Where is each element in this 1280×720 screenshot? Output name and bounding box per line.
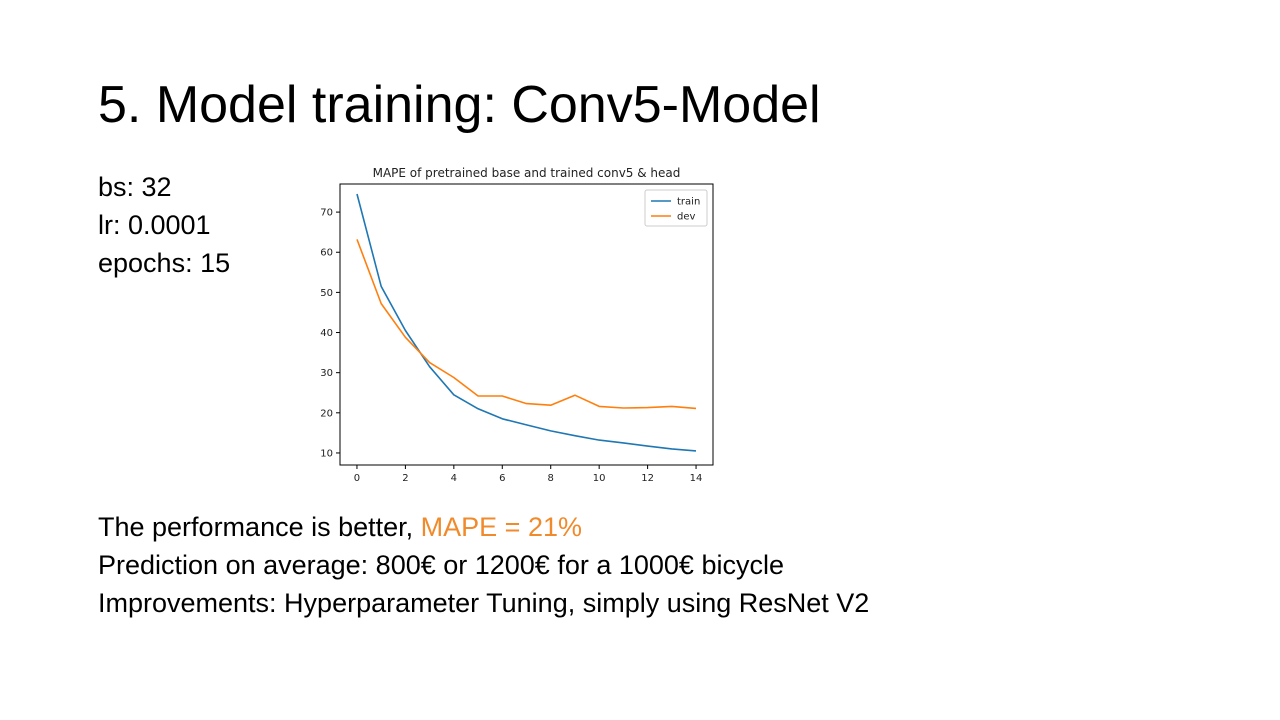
training-params: bs: 32 lr: 0.0001 epochs: 15: [98, 168, 230, 282]
x-tick-label: 14: [690, 473, 703, 484]
mape-line-chart: MAPE of pretrained base and trained conv…: [320, 166, 714, 484]
conclusions: The performance is better, MAPE = 21% Pr…: [98, 508, 869, 622]
legend-label-train: train: [677, 197, 700, 208]
y-tick-label: 60: [320, 248, 333, 259]
performance-line: The performance is better, MAPE = 21%: [98, 508, 869, 546]
improvements-line: Improvements: Hyperparameter Tuning, sim…: [98, 588, 870, 618]
x-tick-label: 8: [548, 473, 554, 484]
param-learning-rate: lr: 0.0001: [98, 210, 211, 240]
y-tick-label: 20: [320, 408, 333, 419]
y-tick-label: 10: [320, 448, 333, 459]
x-tick-label: 12: [641, 473, 654, 484]
series-line-train: [356, 193, 697, 452]
mape-result: MAPE = 21%: [420, 512, 582, 542]
x-tick-label: 0: [354, 473, 360, 484]
slide-title: 5. Model training: Conv5-Model: [98, 76, 821, 134]
performance-text: The performance is better,: [98, 512, 421, 542]
x-tick-label: 2: [402, 473, 408, 484]
legend-box: [644, 189, 708, 227]
y-tick-label: 30: [320, 368, 333, 379]
x-tick-label: 4: [451, 473, 457, 484]
chart-title: MAPE of pretrained base and trained conv…: [373, 166, 681, 180]
y-tick-label: 50: [320, 288, 333, 299]
legend-label-dev: dev: [677, 212, 696, 223]
plot-frame: [339, 183, 714, 466]
x-tick-label: 6: [499, 473, 505, 484]
y-tick-label: 40: [320, 328, 333, 339]
y-tick-label: 70: [320, 208, 333, 219]
x-tick-label: 10: [593, 473, 606, 484]
param-epochs: epochs: 15: [98, 248, 231, 278]
series-line-dev: [356, 239, 697, 410]
prediction-line: Prediction on average: 800€ or 1200€ for…: [98, 550, 784, 580]
param-batch-size: bs: 32: [98, 172, 172, 202]
mape-chart: MAPE of pretrained base and trained conv…: [300, 160, 730, 490]
